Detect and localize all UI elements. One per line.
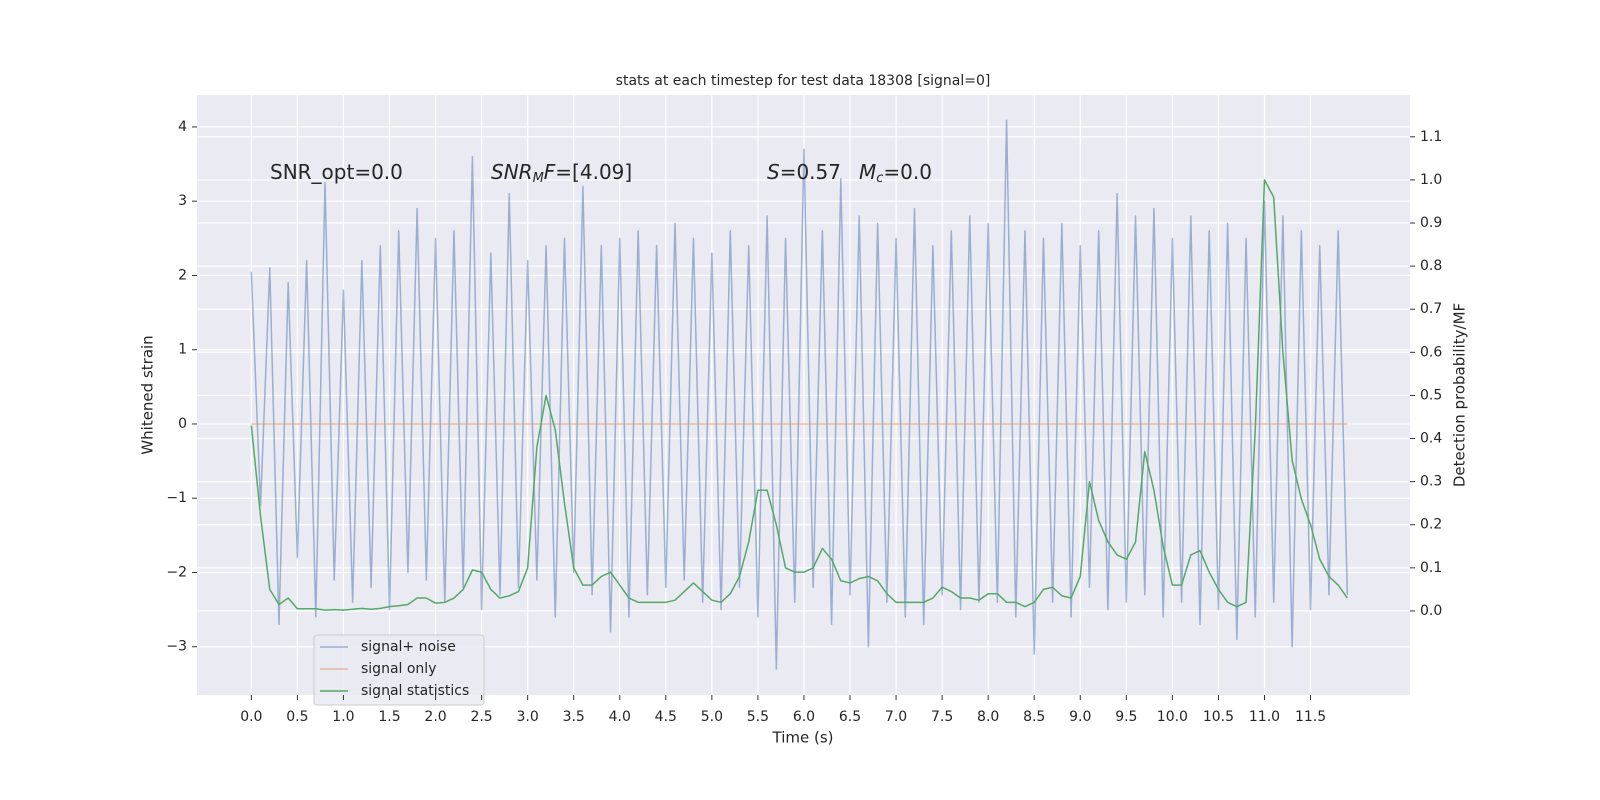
x-tick-label: 10.5 [1203,709,1234,725]
annotation: SNRMF=[4.09] [491,160,632,186]
y2-tick-label: 0.0 [1420,603,1442,619]
x-tick-label: 8.5 [1023,709,1045,725]
x-tick-label: 10.0 [1157,709,1188,725]
annotation-part: SNR_opt=0.0 [270,160,403,184]
x-tick-label: 0.0 [240,709,262,725]
annotation-part: M [533,171,544,186]
y2-tick-label: 0.2 [1420,517,1442,533]
series-line [250,179,1348,611]
x-axis-label: Time (s) [772,729,834,747]
x-tick-label: 1.5 [378,709,400,725]
x-tick-label: 7.5 [931,709,953,725]
x-tick-label: 3.5 [563,709,585,725]
legend-label: signal only [361,661,436,677]
annotation-part: =0.0 [883,160,932,184]
x-tick-label: 5.0 [701,709,723,725]
x-tick-label: 4.0 [609,709,631,725]
annotation-part: =0.57 [780,160,841,184]
y-tick-label: −2 [166,564,187,580]
y2-tick-label: 0.7 [1420,301,1442,317]
annotation-part: F [544,160,556,184]
annotation: S=0.57 [767,160,841,184]
legend-label: signal statistics [361,683,469,699]
y-tick-label: 3 [178,193,187,209]
x-tick-label: 4.5 [655,709,677,725]
y2-tick-label: 0.6 [1420,344,1442,360]
annotation: Mc=0.0 [859,160,932,186]
y-tick-label: −3 [166,639,187,655]
annotation-part: S [767,160,780,184]
y2-tick-label: 0.3 [1420,474,1442,490]
annotation: SNR_opt=0.0 [270,160,403,184]
x-tick-label: 9.0 [1069,709,1091,725]
x-tick-label: 2.5 [470,709,492,725]
y2-tick-label: 1.1 [1420,129,1442,145]
x-tick-label: 5.5 [747,709,769,725]
y-tick-label: −1 [166,490,187,506]
y-tick-label: 4 [178,119,187,135]
y2-tick-label: 1.0 [1420,172,1442,188]
x-tick-label: 3.0 [517,709,539,725]
y-tick-label: 0 [178,416,187,432]
y2-tick-label: 0.1 [1420,560,1442,576]
annotation-part: =[4.09] [555,160,632,184]
x-tick-label: 7.0 [885,709,907,725]
x-tick-label: 2.0 [424,709,446,725]
x-tick-label: 8.0 [977,709,999,725]
y2-axis-label: Detection probability/MF [1451,303,1469,487]
y-axis-label: Whitened strain [139,335,157,454]
annotation-part: SNR [491,160,533,184]
x-tick-label: 0.5 [286,709,308,725]
x-tick-label: 6.0 [793,709,815,725]
y2-tick-label: 0.9 [1420,215,1442,231]
annotation-part: M [859,160,876,184]
x-tick-label: 9.5 [1115,709,1137,725]
legend-label: signal+ noise [361,639,456,655]
annotation-part: c [876,171,883,186]
y-tick-label: 1 [178,342,187,358]
legend-box [313,634,485,706]
x-tick-label: 11.0 [1249,709,1280,725]
x-tick-label: 1.0 [332,709,354,725]
chart-title: stats at each timestep for test data 183… [616,73,991,89]
y2-tick-label: 0.8 [1420,258,1442,274]
y-tick-label: 2 [178,267,187,283]
x-tick-label: 6.5 [839,709,861,725]
x-tick-label: 11.5 [1295,709,1326,725]
y2-tick-label: 0.5 [1420,387,1442,403]
y2-tick-label: 0.4 [1420,431,1442,447]
